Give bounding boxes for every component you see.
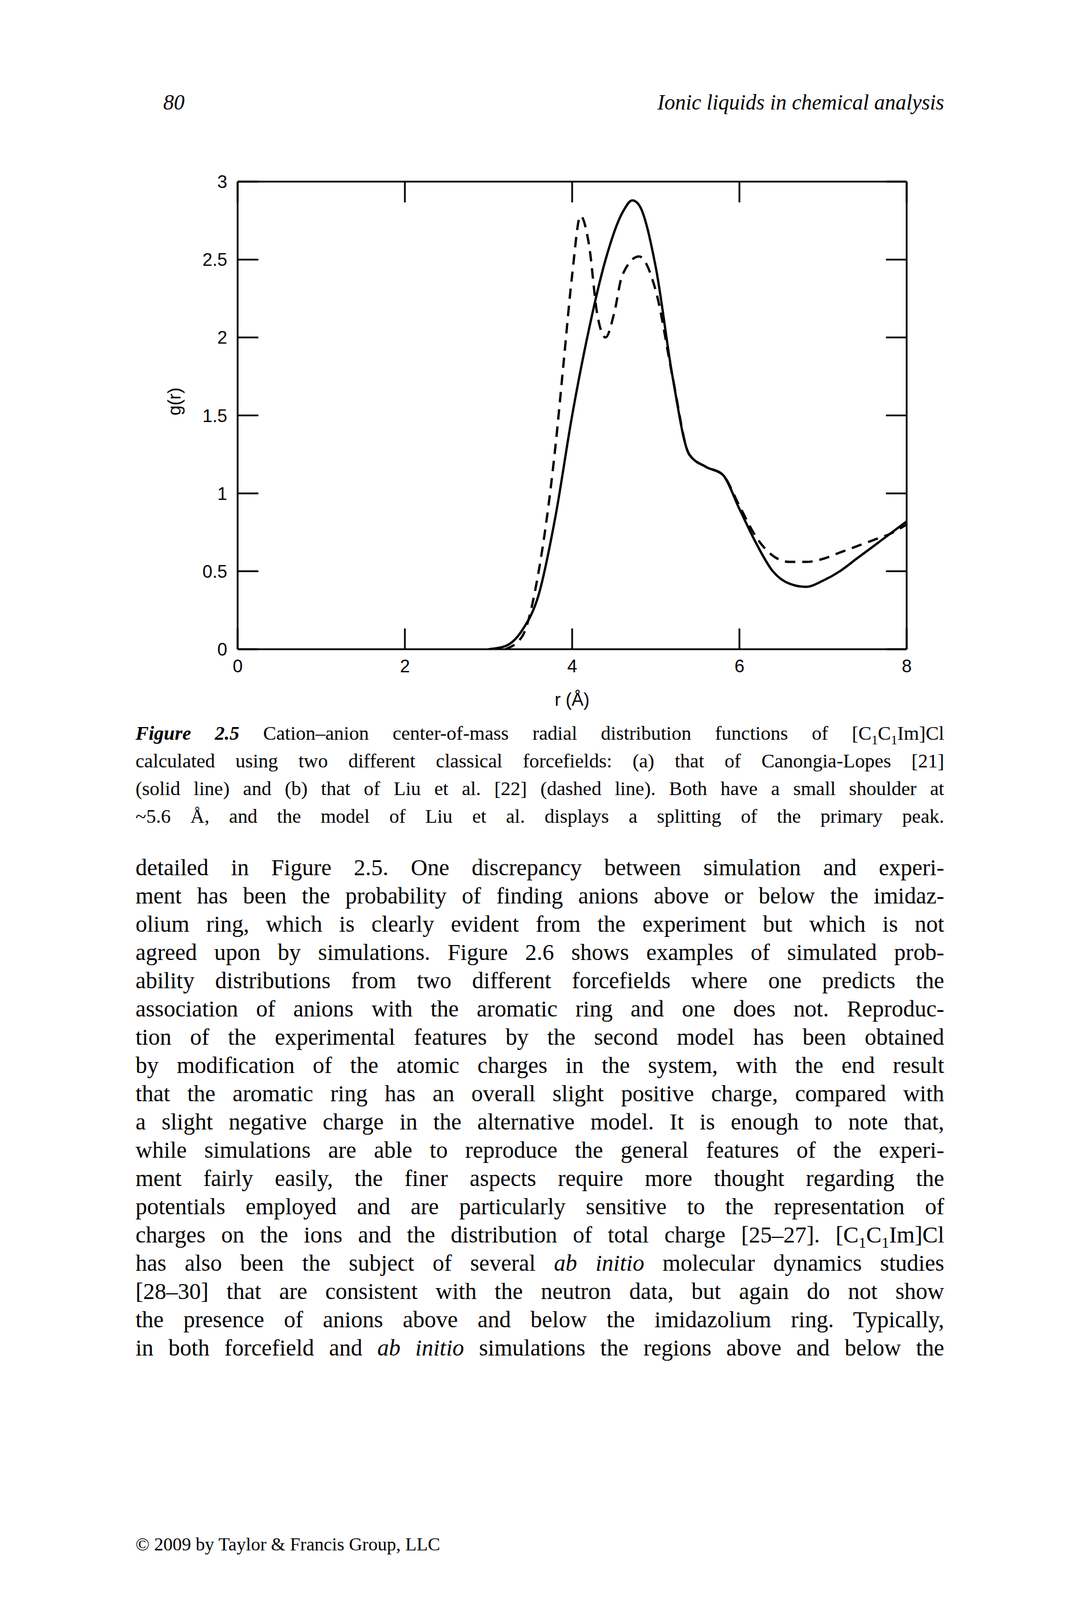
html-text:tion of the experimental featu: tion of the experimental features by the… — [135, 1024, 945, 1051]
html-text:has also been the subject of s: has also been the subject of several ab … — [135, 1250, 945, 1277]
html-text:80: 80 — [163, 90, 185, 115]
svg-text:0: 0 — [217, 639, 228, 660]
html-text:agreed upon by simulations. Fi: agreed upon by simulations. Figure 2.6 s… — [135, 939, 945, 966]
html-text:a slight negative charge in th: a slight negative charge in the alternat… — [135, 1109, 945, 1136]
html-text:© 2009 by Taylor & Francis Gro: © 2009 by Taylor & Francis Group, LLC — [135, 1534, 441, 1555]
svg-text:r (Å): r (Å) — [554, 689, 590, 710]
html-text:[28–30] that are consistent wi: [28–30] that are consistent with the neu… — [135, 1278, 945, 1305]
svg-text:0.5: 0.5 — [202, 561, 228, 582]
html-text:olium ring, which is clearly e: olium ring, which is clearly evident fro… — [135, 911, 945, 938]
html-text:ability distributions from two: ability distributions from two different… — [135, 967, 945, 994]
svg-text:2: 2 — [217, 327, 228, 348]
svg-text:4: 4 — [566, 656, 577, 677]
svg-text:8: 8 — [901, 656, 912, 677]
html-text:charges on the ions and the di: charges on the ions and the distribution… — [135, 1222, 945, 1252]
html-text:Figure 2.5: Figure 2.5 — [135, 722, 240, 745]
svg-text:g(r): g(r) — [164, 387, 185, 416]
svg-text:0: 0 — [232, 656, 243, 677]
html-text:calculated using two different: calculated using two different classical… — [135, 750, 945, 772]
html-text:potentials employed and are pa: potentials employed and are particularly… — [135, 1193, 945, 1220]
html-text:detailed in Figure 2.5. One di: detailed in Figure 2.5. One discrepancy … — [135, 854, 945, 881]
html-text:by modification of the atomic: by modification of the atomic charges in… — [135, 1052, 945, 1079]
html-text:Ionic liquids in chemical anal: Ionic liquids in chemical analysis — [657, 90, 945, 115]
html-text:ment has been the probability: ment has been the probability of finding… — [135, 883, 945, 909]
html-text:association of anions with the: association of anions with the aromatic … — [135, 996, 945, 1023]
html-text:in both forcefield and ab init: in both forcefield and ab initio simulat… — [135, 1335, 945, 1362]
svg-text:3: 3 — [217, 171, 228, 193]
svg-text:2: 2 — [399, 656, 410, 677]
html-text:the presence of anions above a: the presence of anions above and below t… — [135, 1306, 945, 1333]
html-text:~5.6 Å, and the model of Liu e: ~5.6 Å, and the model of Liu et al. disp… — [135, 805, 945, 828]
svg-text:1: 1 — [217, 483, 228, 505]
html-text:(solid line) and (b) that of L: (solid line) and (b) that of Liu et al. … — [135, 778, 945, 800]
svg-text:6: 6 — [734, 656, 745, 677]
svg-text:2.5: 2.5 — [202, 249, 228, 270]
html-text:that the aromatic ring has an: that the aromatic ring has an overall sl… — [135, 1080, 945, 1107]
html-text:ment fairly easily, the finer: ment fairly easily, the finer aspects re… — [135, 1165, 945, 1192]
html-text:Cation–anion center-of-mass ra: Cation–anion center-of-mass radial distr… — [263, 722, 945, 748]
html-text:while simulations are able to: while simulations are able to reproduce … — [135, 1137, 945, 1164]
svg-text:1.5: 1.5 — [202, 406, 228, 427]
